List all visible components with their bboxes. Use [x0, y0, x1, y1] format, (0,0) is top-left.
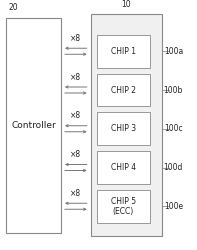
Text: ×8: ×8 [70, 72, 81, 82]
Text: 20: 20 [9, 4, 19, 13]
Bar [6, 18, 61, 233]
Bar [97, 151, 150, 184]
Text: ×8: ×8 [70, 189, 81, 198]
Text: CHIP 2: CHIP 2 [111, 86, 136, 94]
Text: CHIP 4: CHIP 4 [111, 163, 136, 172]
Text: CHIP 5
(ECC): CHIP 5 (ECC) [111, 196, 136, 216]
Text: Controller: Controller [11, 120, 56, 130]
Text: ×8: ×8 [70, 111, 81, 120]
Text: CHIP 1: CHIP 1 [111, 47, 136, 56]
Bar [97, 112, 150, 145]
Text: 100a: 100a [164, 47, 183, 56]
Bar [97, 190, 150, 222]
Text: 100e: 100e [164, 202, 183, 211]
Text: CHIP 3: CHIP 3 [111, 124, 136, 133]
Text: 100d: 100d [164, 163, 183, 172]
Text: 100c: 100c [164, 124, 183, 133]
Text: 10: 10 [121, 0, 131, 9]
Text: ×8: ×8 [70, 150, 81, 159]
Bar [97, 74, 150, 106]
Text: 100b: 100b [164, 86, 183, 94]
Bar [91, 14, 162, 236]
Bar [97, 35, 150, 68]
Text: ×8: ×8 [70, 34, 81, 43]
